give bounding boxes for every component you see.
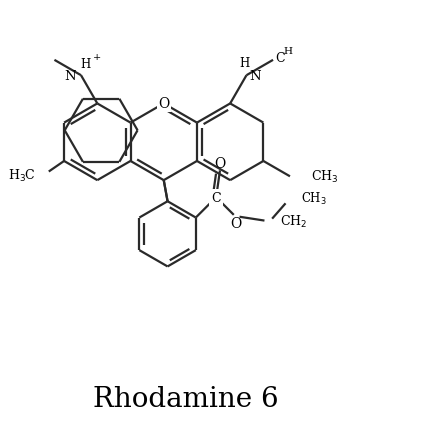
Text: O: O <box>230 217 241 231</box>
Text: N: N <box>249 70 261 82</box>
Text: H$_3$C: H$_3$C <box>7 168 35 184</box>
Text: +: + <box>93 53 101 61</box>
Text: C: C <box>211 191 220 204</box>
Text: CH$_2$: CH$_2$ <box>279 213 306 229</box>
Text: O: O <box>214 156 225 170</box>
Text: H: H <box>80 58 91 71</box>
Text: CH$_3$: CH$_3$ <box>300 190 326 206</box>
Text: N: N <box>65 70 76 82</box>
Text: H: H <box>239 57 249 70</box>
Text: CH$_3$: CH$_3$ <box>311 169 338 185</box>
Text: C: C <box>274 52 284 65</box>
Text: O: O <box>158 97 169 111</box>
Text: H: H <box>283 47 291 56</box>
Text: Rhodamine 6: Rhodamine 6 <box>92 385 278 412</box>
